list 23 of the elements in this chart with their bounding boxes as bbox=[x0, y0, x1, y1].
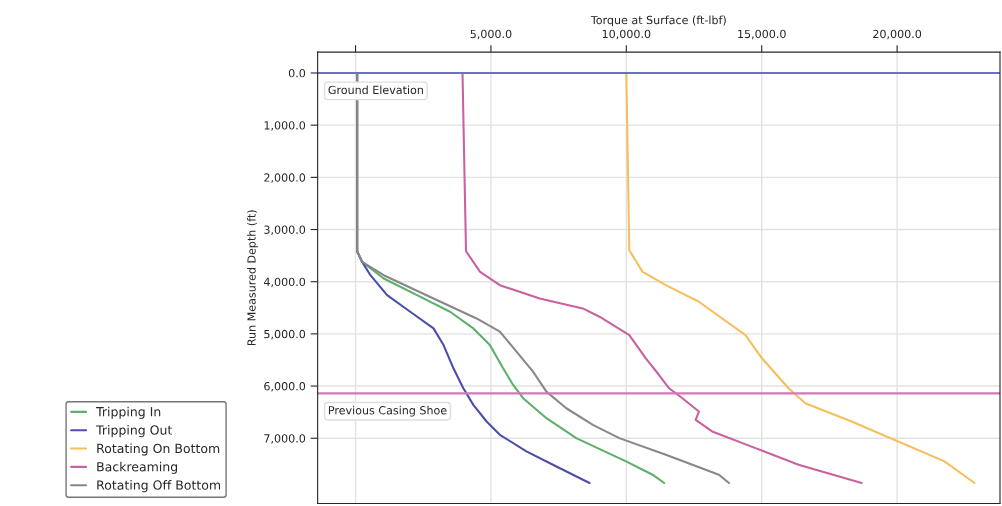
ref-line-label: Ground Elevation bbox=[328, 85, 423, 95]
x-tick-label: 10,000.0 bbox=[602, 29, 651, 40]
y-axis-title: Run Measured Depth (ft) bbox=[247, 210, 258, 346]
x-tick-label: 5,000.0 bbox=[470, 29, 512, 40]
legend-label: Rotating Off Bottom bbox=[97, 480, 221, 493]
y-tick-label: 6,000.0 bbox=[264, 382, 306, 392]
y-tick-label: 7,000.0 bbox=[264, 434, 306, 444]
y-tick-label: 2,000.0 bbox=[264, 173, 306, 183]
x-tick-label: 20,000.0 bbox=[873, 29, 922, 40]
ref-line-label: Previous Casing Shoe bbox=[328, 405, 447, 417]
x-tick-label: 15,000.0 bbox=[738, 29, 786, 40]
y-tick-label: 4,000.0 bbox=[263, 277, 306, 288]
legend-label: Backreaming bbox=[97, 461, 178, 474]
x-axis-title: Torque at Surface (ft-lbf) bbox=[590, 15, 726, 27]
legend-label: Tripping Out bbox=[96, 425, 173, 438]
line-series bbox=[625, 71, 976, 485]
y-tick-label: 0.0 bbox=[288, 68, 306, 78]
line-series bbox=[461, 71, 863, 485]
y-tick-label: 3,000.0 bbox=[264, 225, 306, 236]
y-tick-label: 1,000.0 bbox=[264, 121, 306, 131]
legend-label: Rotating On Bottom bbox=[97, 443, 220, 456]
y-tick-label: 5,000.0 bbox=[264, 329, 306, 340]
legend-label: Tripping In bbox=[96, 406, 161, 419]
